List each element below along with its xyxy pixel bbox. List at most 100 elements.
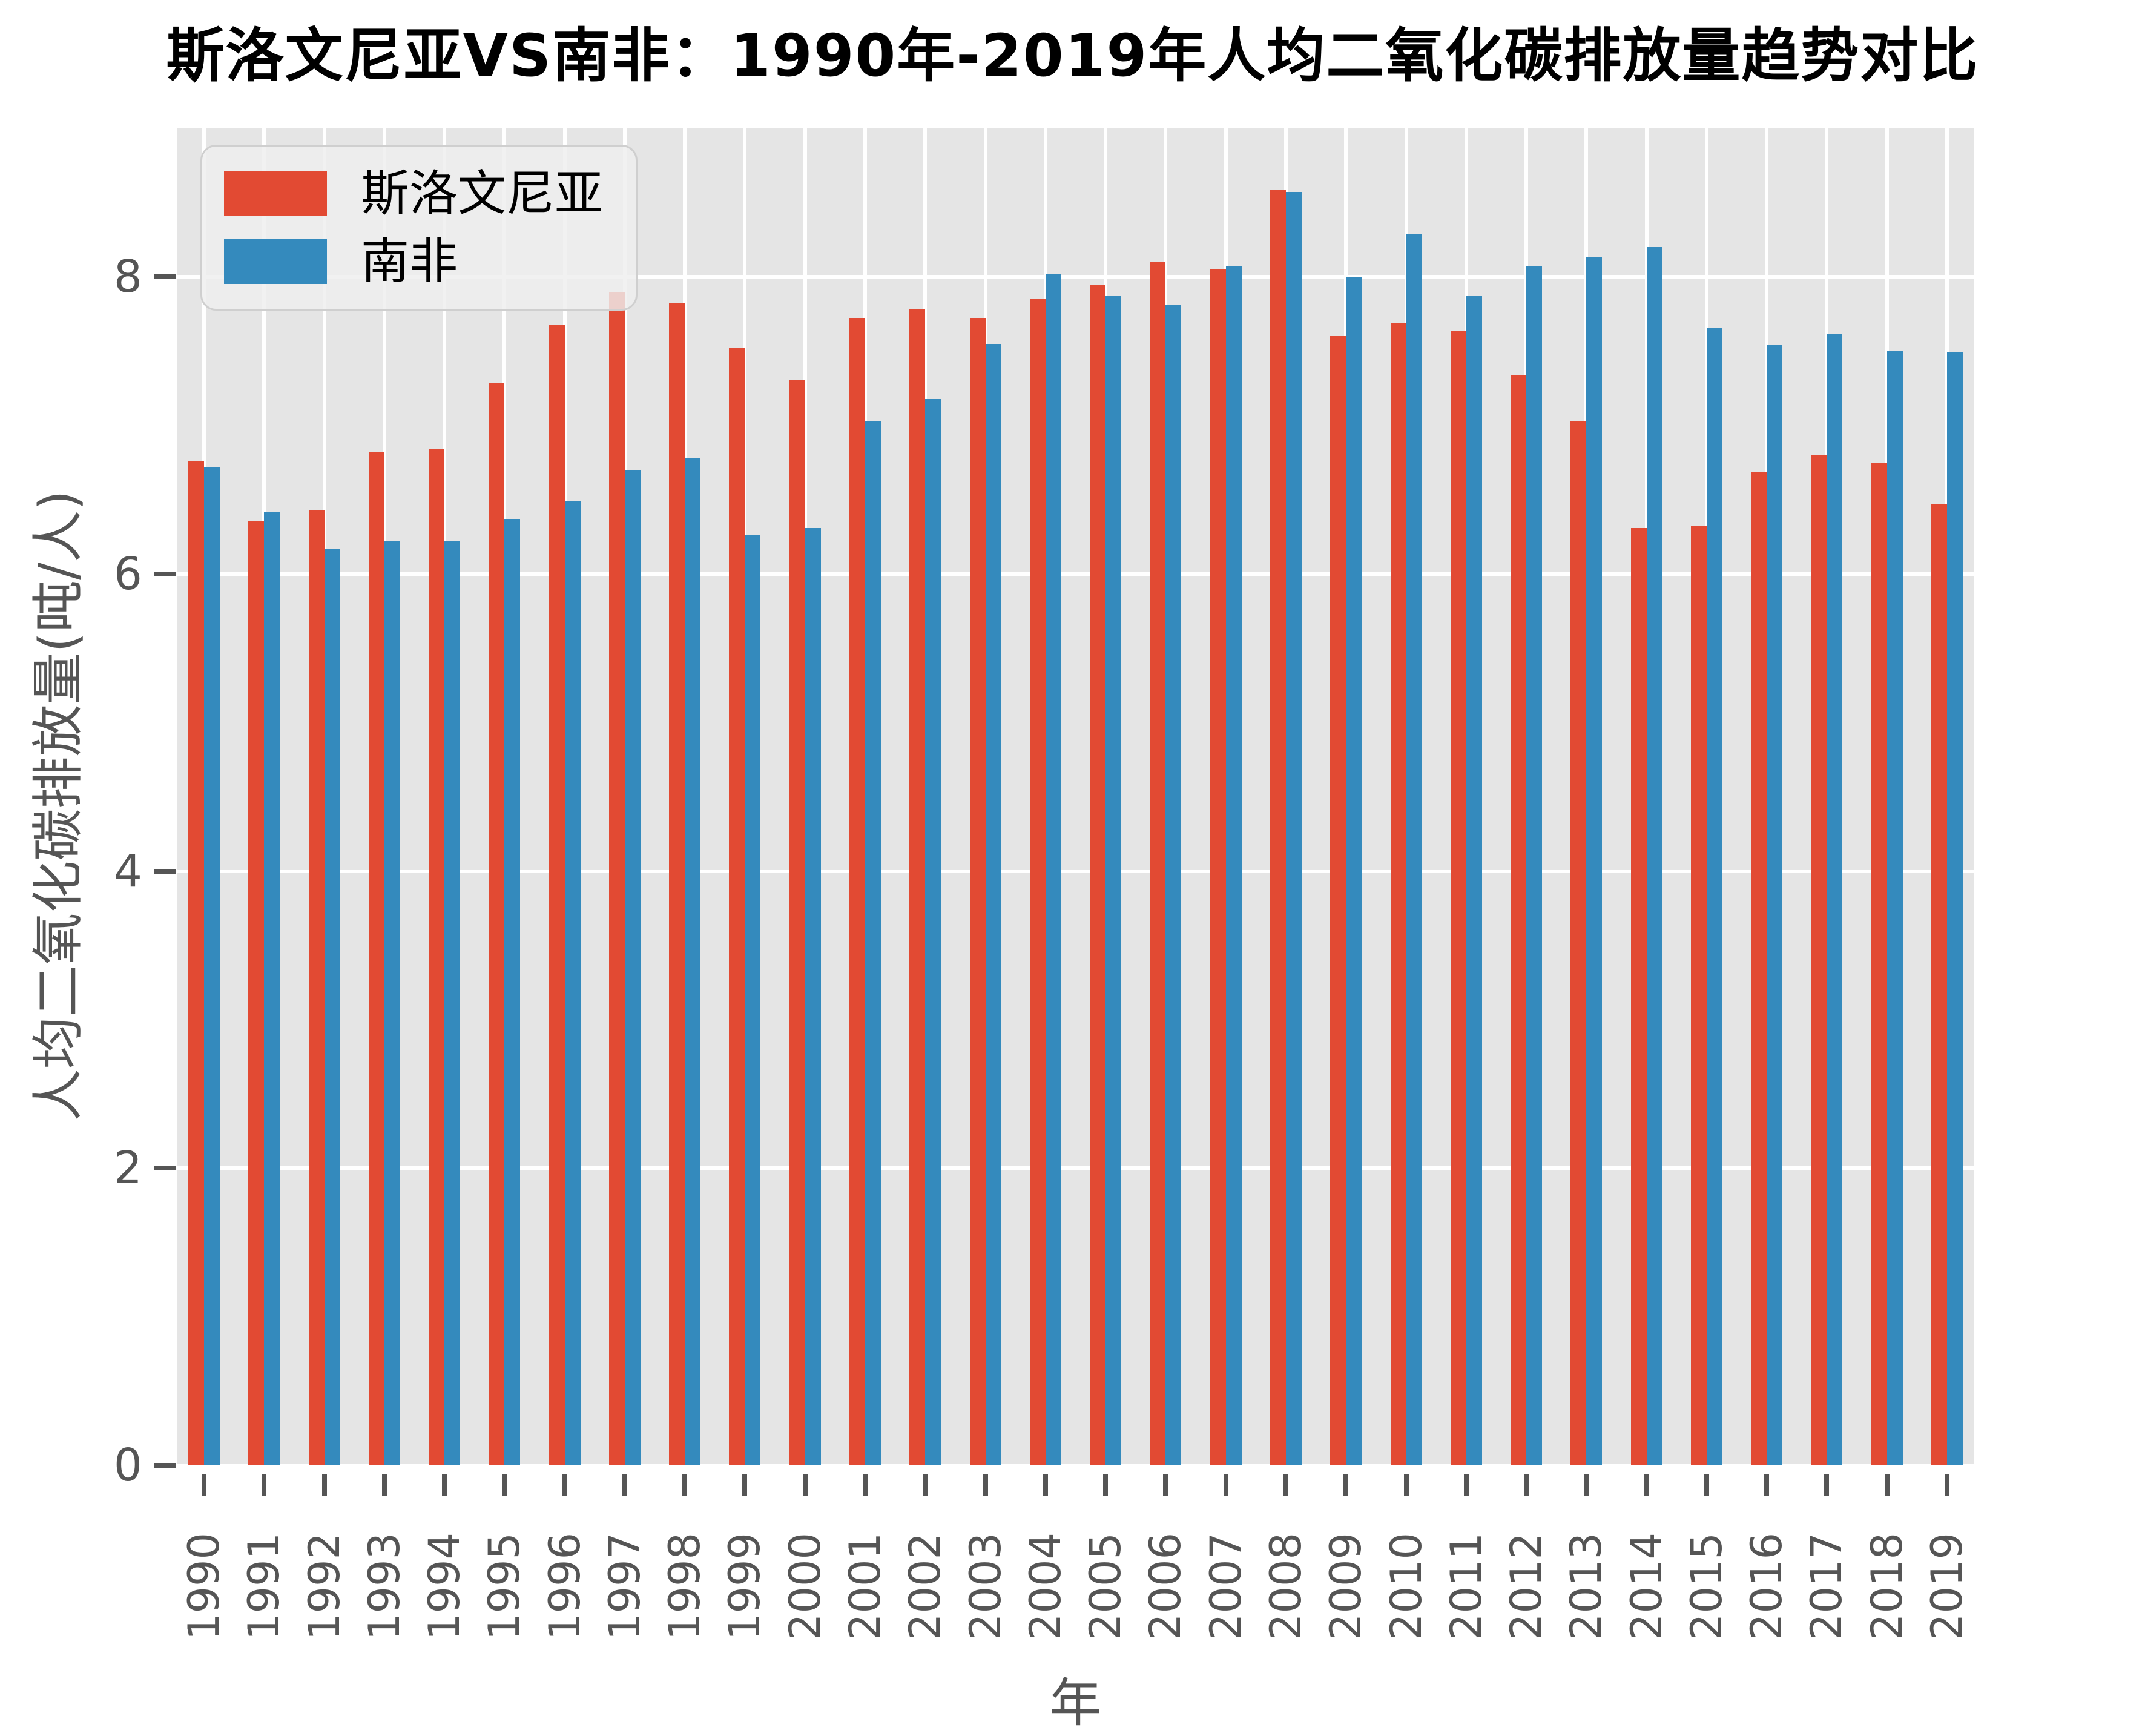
bar-south-africa-1990 xyxy=(204,467,220,1465)
bar-slovenia-1991 xyxy=(248,520,265,1465)
bar-slovenia-1996 xyxy=(549,324,565,1465)
x-tick-mark-2010 xyxy=(1403,1474,1409,1496)
bar-south-africa-1992 xyxy=(324,549,340,1465)
bar-south-africa-2007 xyxy=(1225,266,1242,1465)
y-tick-label-8: 8 xyxy=(113,251,142,303)
bar-south-africa-2015 xyxy=(1706,327,1722,1465)
x-tick-mark-2005 xyxy=(1103,1474,1109,1496)
x-tick-label-2010: 2010 xyxy=(1381,1532,1431,1641)
x-tick-label-1996: 1996 xyxy=(539,1532,590,1641)
x-tick-label-2000: 2000 xyxy=(780,1532,830,1641)
x-tick-label-2003: 2003 xyxy=(960,1532,1010,1641)
plot-area xyxy=(177,128,1974,1467)
bar-slovenia-2019 xyxy=(1931,504,1947,1465)
bar-slovenia-2014 xyxy=(1630,527,1647,1465)
bar-slovenia-2004 xyxy=(1029,299,1046,1465)
x-tick-mark-1999 xyxy=(742,1474,748,1496)
gridline-y-8 xyxy=(177,275,1974,279)
legend-item-south-africa: 南非 xyxy=(224,237,636,286)
bar-slovenia-2000 xyxy=(789,379,805,1465)
x-tick-label-2014: 2014 xyxy=(1621,1532,1672,1641)
bar-south-africa-2000 xyxy=(805,527,821,1465)
bar-slovenia-2002 xyxy=(909,309,926,1465)
x-tick-label-2016: 2016 xyxy=(1742,1532,1792,1641)
x-tick-label-2001: 2001 xyxy=(840,1532,891,1641)
x-tick-label-2013: 2013 xyxy=(1561,1532,1612,1641)
bar-south-africa-1997 xyxy=(624,470,641,1465)
x-tick-mark-2019 xyxy=(1945,1474,1949,1496)
bar-south-africa-2011 xyxy=(1466,296,1482,1465)
x-tick-mark-1997 xyxy=(622,1474,627,1496)
x-tick-label-2017: 2017 xyxy=(1802,1532,1852,1641)
x-tick-label-2008: 2008 xyxy=(1260,1532,1311,1641)
y-tick-mark-4 xyxy=(154,868,176,874)
legend-item-slovenia: 斯洛文尼亚 xyxy=(224,170,636,218)
bar-south-africa-2008 xyxy=(1285,192,1302,1465)
bar-south-africa-1999 xyxy=(745,535,761,1465)
bar-slovenia-1995 xyxy=(489,382,505,1465)
x-tick-mark-2018 xyxy=(1884,1474,1890,1496)
bar-south-africa-1996 xyxy=(564,501,581,1465)
x-tick-label-1999: 1999 xyxy=(720,1532,770,1641)
x-tick-label-2015: 2015 xyxy=(1681,1532,1731,1641)
bar-slovenia-2013 xyxy=(1570,421,1587,1465)
x-tick-mark-2000 xyxy=(802,1474,808,1496)
x-tick-mark-1995 xyxy=(502,1474,507,1496)
bar-slovenia-2003 xyxy=(969,318,986,1465)
y-tick-label-0: 0 xyxy=(113,1439,142,1491)
bar-south-africa-2004 xyxy=(1045,274,1061,1465)
legend-swatch-south-africa xyxy=(224,239,327,284)
y-tick-mark-6 xyxy=(154,572,176,576)
bar-south-africa-2012 xyxy=(1526,266,1543,1465)
bar-slovenia-2006 xyxy=(1150,262,1166,1465)
x-tick-label-1997: 1997 xyxy=(599,1532,650,1641)
bar-slovenia-1994 xyxy=(429,449,445,1465)
x-tick-mark-2006 xyxy=(1163,1474,1168,1496)
bar-slovenia-1992 xyxy=(308,510,325,1465)
x-tick-mark-2004 xyxy=(1043,1474,1048,1496)
x-tick-label-1991: 1991 xyxy=(239,1532,289,1641)
bar-slovenia-2017 xyxy=(1811,455,1827,1465)
y-tick-label-6: 6 xyxy=(113,548,142,600)
x-tick-label-2006: 2006 xyxy=(1141,1532,1191,1641)
bar-slovenia-2018 xyxy=(1871,463,1887,1465)
bar-south-africa-1998 xyxy=(685,458,701,1465)
bar-south-africa-1991 xyxy=(264,511,280,1465)
x-tick-mark-2014 xyxy=(1644,1474,1649,1496)
x-tick-label-2009: 2009 xyxy=(1321,1532,1371,1641)
x-tick-mark-2013 xyxy=(1584,1474,1589,1496)
bar-south-africa-2006 xyxy=(1165,305,1182,1465)
x-tick-mark-2007 xyxy=(1223,1474,1228,1496)
bar-south-africa-2016 xyxy=(1767,345,1783,1465)
bar-south-africa-2010 xyxy=(1406,234,1422,1465)
bar-slovenia-2005 xyxy=(1090,284,1106,1465)
gridline-y-6 xyxy=(177,572,1974,576)
x-tick-mark-2017 xyxy=(1824,1474,1830,1496)
bar-south-africa-2002 xyxy=(925,398,941,1465)
x-tick-mark-2015 xyxy=(1704,1474,1709,1496)
x-tick-label-1990: 1990 xyxy=(179,1532,229,1641)
x-tick-mark-1998 xyxy=(682,1474,688,1496)
legend-label-south-africa: 南非 xyxy=(361,233,458,289)
y-axis-label: 人均二氧化碳排放量(吨/人) xyxy=(28,490,89,1121)
bar-slovenia-2009 xyxy=(1330,336,1346,1465)
x-tick-mark-2002 xyxy=(923,1474,928,1496)
x-tick-label-2007: 2007 xyxy=(1201,1532,1251,1641)
bar-south-africa-2017 xyxy=(1827,333,1843,1465)
bar-slovenia-2016 xyxy=(1751,471,1767,1465)
x-tick-label-2011: 2011 xyxy=(1441,1532,1491,1641)
x-tick-mark-1990 xyxy=(202,1474,206,1496)
x-tick-label-2019: 2019 xyxy=(1922,1532,1972,1641)
bar-south-africa-2003 xyxy=(985,343,1001,1465)
x-tick-mark-1994 xyxy=(442,1474,447,1496)
bar-slovenia-1999 xyxy=(729,348,745,1465)
y-tick-mark-2 xyxy=(154,1166,176,1171)
x-tick-label-1992: 1992 xyxy=(299,1532,349,1641)
bar-south-africa-2005 xyxy=(1105,296,1122,1465)
x-tick-mark-2008 xyxy=(1283,1474,1288,1496)
x-tick-mark-2012 xyxy=(1524,1474,1529,1496)
x-tick-label-1994: 1994 xyxy=(420,1532,470,1641)
x-tick-label-2002: 2002 xyxy=(900,1532,951,1641)
bar-south-africa-1993 xyxy=(384,541,400,1465)
